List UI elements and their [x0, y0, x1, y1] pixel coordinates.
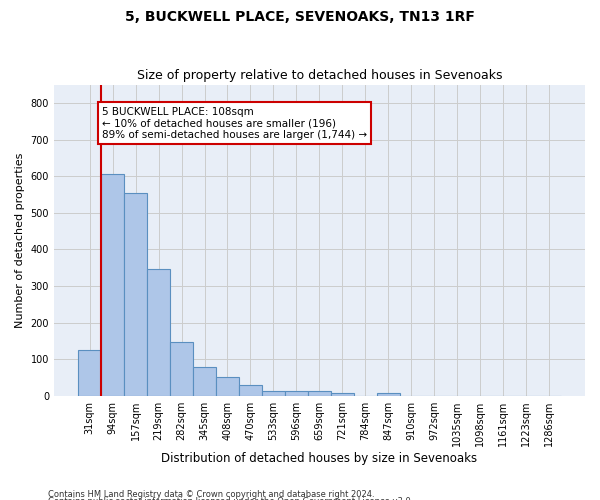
X-axis label: Distribution of detached houses by size in Sevenoaks: Distribution of detached houses by size … [161, 452, 478, 465]
Bar [170, 342, 193, 396]
Bar [78, 350, 101, 396]
Bar [193, 368, 216, 396]
Bar [101, 174, 124, 396]
Bar [147, 268, 170, 396]
Bar [308, 392, 331, 396]
Text: Contains HM Land Registry data © Crown copyright and database right 2024.: Contains HM Land Registry data © Crown c… [48, 490, 374, 499]
Text: 5, BUCKWELL PLACE, SEVENOAKS, TN13 1RF: 5, BUCKWELL PLACE, SEVENOAKS, TN13 1RF [125, 10, 475, 24]
Bar [239, 385, 262, 396]
Bar [216, 377, 239, 396]
Bar [377, 393, 400, 396]
Text: Contains public sector information licensed under the Open Government Licence v3: Contains public sector information licen… [48, 497, 413, 500]
Bar [285, 392, 308, 396]
Bar [262, 390, 285, 396]
Bar [331, 393, 354, 396]
Y-axis label: Number of detached properties: Number of detached properties [15, 152, 25, 328]
Bar [124, 192, 147, 396]
Title: Size of property relative to detached houses in Sevenoaks: Size of property relative to detached ho… [137, 69, 502, 82]
Text: 5 BUCKWELL PLACE: 108sqm
← 10% of detached houses are smaller (196)
89% of semi-: 5 BUCKWELL PLACE: 108sqm ← 10% of detach… [102, 106, 367, 140]
